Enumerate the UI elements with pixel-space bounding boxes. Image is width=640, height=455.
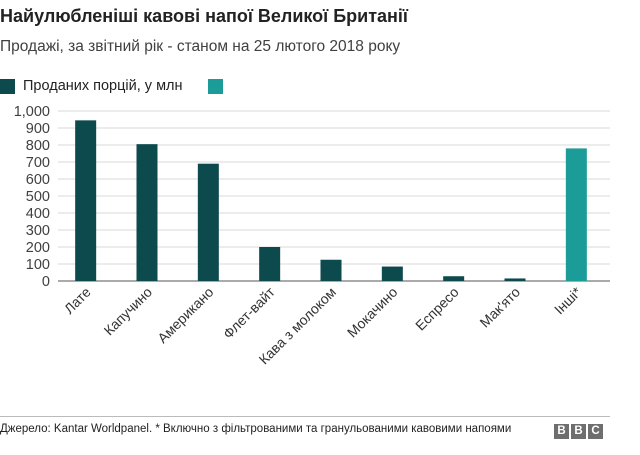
legend: Проданих порцій, у млн: [0, 77, 223, 95]
y-tick-label: 1,000: [14, 104, 50, 120]
y-tick-label: 600: [26, 172, 50, 188]
chart-title: Найулюбленіші кавові напої Великої Брита…: [0, 6, 408, 26]
y-tick-label: 800: [26, 138, 50, 154]
source-note: Джерело: Kantar Worldpanel. * Включно з …: [0, 423, 512, 435]
bar: [75, 120, 97, 281]
bar: [504, 278, 526, 281]
x-tick-label: Лате: [61, 284, 94, 317]
y-tick-label: 200: [26, 240, 50, 256]
x-tick-label: Капучино: [101, 284, 156, 339]
y-tick-label: 700: [26, 155, 50, 171]
x-tick-label: Мокачино: [344, 284, 401, 341]
logo-letter: B: [554, 424, 569, 439]
logo-letter: C: [588, 424, 603, 439]
y-tick-label: 900: [26, 121, 50, 137]
logo-letter: B: [571, 424, 586, 439]
x-tick-label: Еспресо: [412, 284, 462, 334]
bar: [381, 266, 403, 281]
bar: [565, 148, 587, 281]
bar: [259, 247, 281, 281]
bar: [197, 163, 219, 281]
bbc-logo: B B C: [554, 424, 605, 439]
chart-subtitle: Продажі, за звітний рік - станом на 25 л…: [0, 38, 401, 55]
legend-swatch-servings: [0, 78, 15, 94]
x-tick-label: Мак'ято: [476, 284, 523, 331]
bar: [320, 259, 342, 281]
x-tick-label: Флет-вайт: [220, 283, 278, 341]
y-tick-label: 500: [26, 189, 50, 205]
footer-divider: [0, 416, 610, 417]
bar: [136, 144, 158, 281]
x-tick-label: Інші*: [551, 283, 585, 317]
x-tick-label: Американо: [154, 284, 216, 346]
y-tick-label: 0: [42, 274, 50, 290]
legend-label-servings: Проданих порцій, у млн: [23, 78, 183, 94]
y-tick-label: 400: [26, 206, 50, 222]
bar: [443, 276, 465, 281]
legend-swatch-other: [207, 78, 223, 94]
y-tick-label: 300: [26, 223, 50, 239]
y-tick-label: 100: [26, 257, 50, 273]
